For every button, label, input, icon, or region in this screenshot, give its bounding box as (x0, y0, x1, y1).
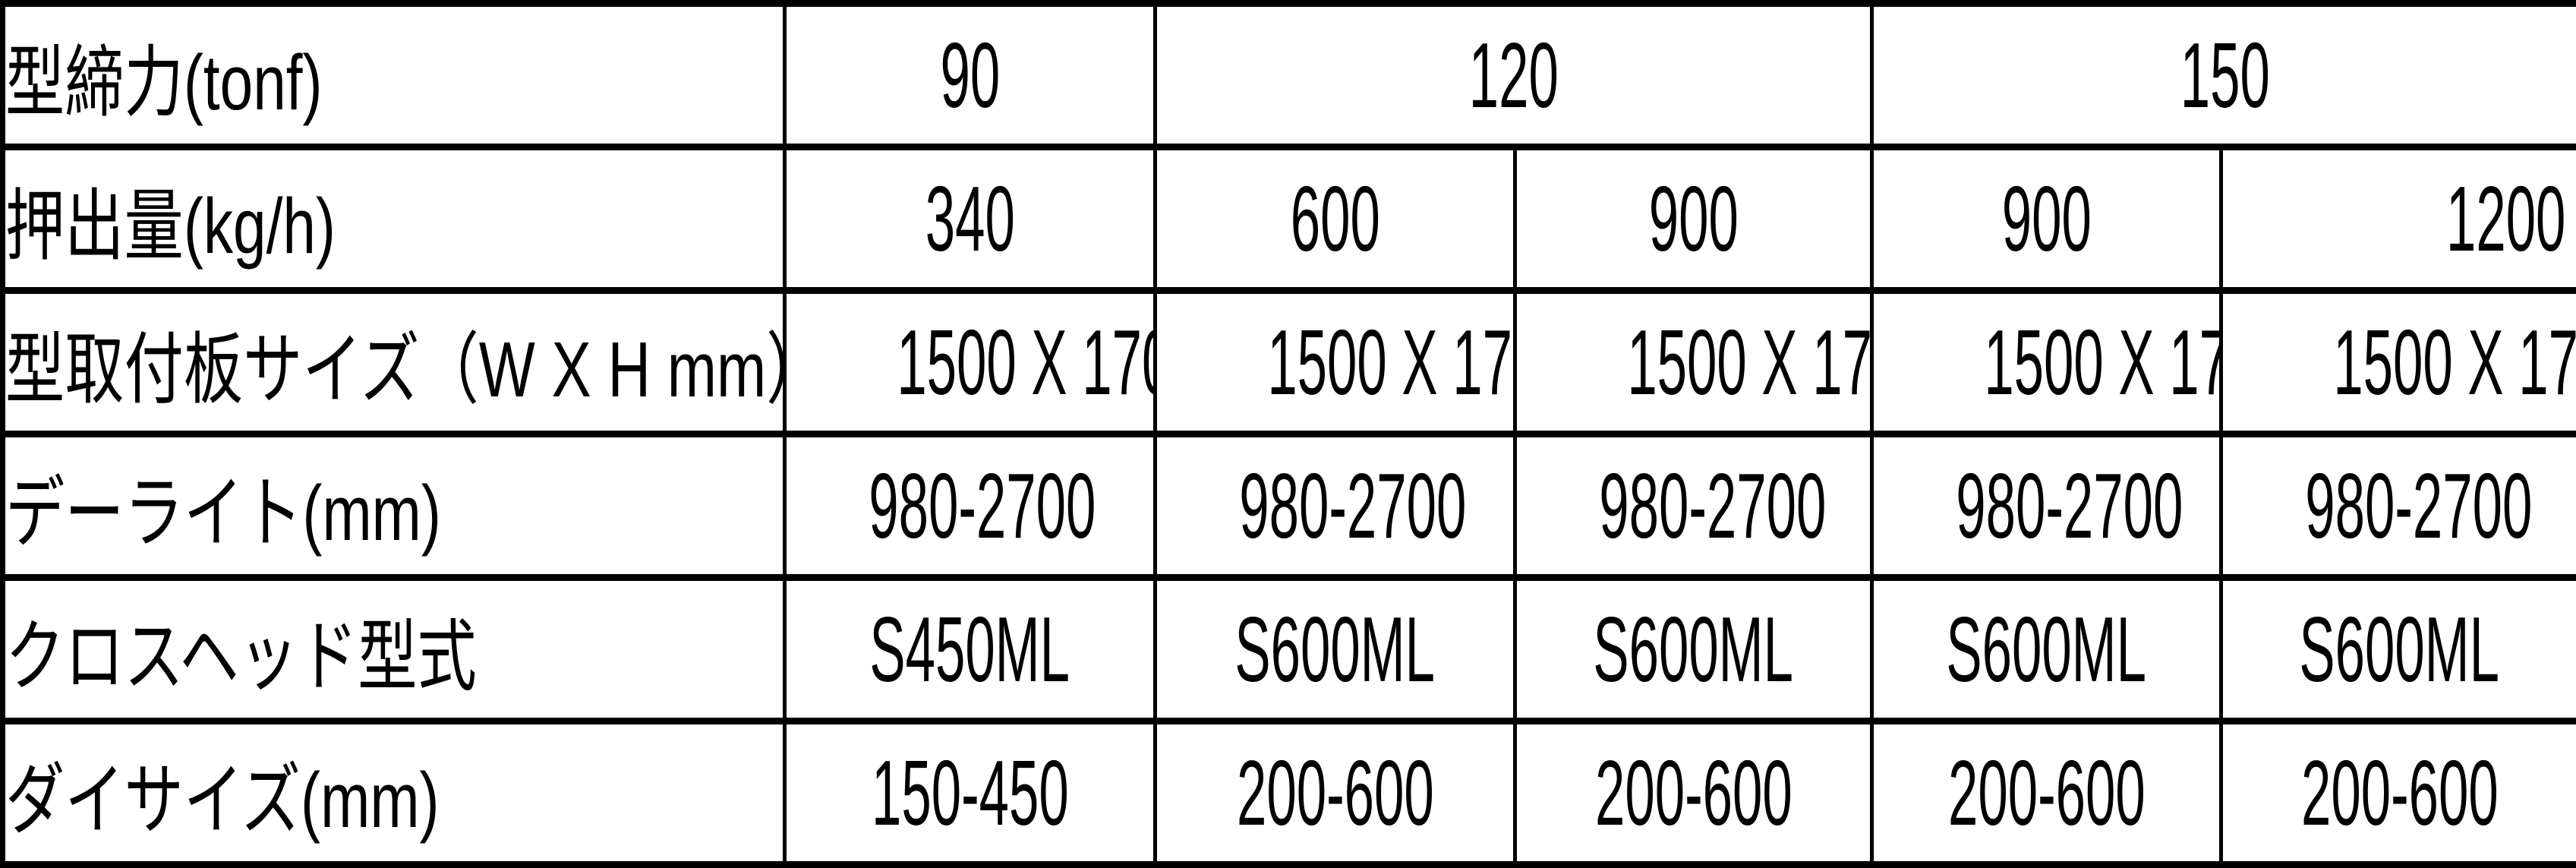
table-cell: 600 (1156, 147, 1515, 291)
row-label-text: クロスヘッド型式 (5, 593, 477, 706)
header-cell-120: 120 (1156, 4, 1872, 147)
row-label-daylight: デーライト(mm) (3, 434, 785, 578)
cell-value: 980-2700 (1239, 453, 1466, 559)
table-cell: 340 (785, 147, 1156, 291)
table-cell: 200-600 (1515, 721, 1872, 865)
header-value: 150 (2180, 22, 2269, 128)
table-cell: 980-2700 (1872, 434, 2221, 578)
table-cell: 1500 X 1700 (1515, 291, 1872, 434)
cell-value: S600ML (1594, 596, 1794, 702)
cell-value: S450ML (870, 596, 1070, 702)
cell-value: 900 (1648, 166, 1738, 272)
row-label-text: デーライト(mm) (5, 450, 441, 563)
cell-value: 980-2700 (1599, 453, 1826, 559)
row-label-extrusion-output: 押出量(kg/h) (3, 147, 785, 291)
table-row-daylight: デーライト(mm) 980-2700 980-2700 980-2700 980… (3, 434, 2576, 578)
table-cell: 980-2700 (2221, 434, 2576, 578)
table-cell: 150-450 (785, 721, 1156, 865)
table-cell: S600ML (1515, 578, 1872, 721)
header-value: 90 (940, 22, 1000, 128)
row-label-text: ダイサイズ(mm) (5, 737, 440, 850)
table-cell: 1200 (2221, 147, 2576, 291)
header-value: 120 (1468, 22, 1558, 128)
table-cell: S600ML (2221, 578, 2576, 721)
cell-value: 200-600 (1948, 740, 2146, 846)
table-cell: 200-600 (1156, 721, 1515, 865)
cell-value: 980-2700 (2305, 453, 2532, 559)
row-label-crosshead-model: クロスヘッド型式 (3, 578, 785, 721)
cell-value: S600ML (1947, 596, 2147, 702)
cell-value: 1500 X 1700 (897, 309, 1155, 415)
table-cell: 1500 X 1700 (1872, 291, 2221, 434)
row-label-text: 押出量(kg/h) (5, 163, 336, 276)
cell-value: 1500 X 1700 (2333, 309, 2576, 415)
row-label-die-size: ダイサイズ(mm) (3, 721, 785, 865)
table-cell: 900 (1515, 147, 1872, 291)
cell-value: 1500 X 1700 (1984, 309, 2221, 415)
table-cell: 200-600 (2221, 721, 2576, 865)
table-cell: S450ML (785, 578, 1156, 721)
table-cell: 980-2700 (1515, 434, 1872, 578)
cell-value: 340 (925, 166, 1014, 272)
row-label-text: 型締力(tonf) (5, 19, 323, 132)
cell-value: 600 (1290, 166, 1379, 272)
table-row-clamping-force: 型締力(tonf) 90 120 150 (3, 4, 2576, 147)
table-cell: 1500 X 1700 (785, 291, 1156, 434)
row-label-platen-size: 型取付板サイズ（W X H mm） (3, 291, 785, 434)
table-row-die-size: ダイサイズ(mm) 150-450 200-600 200-600 200-60… (3, 721, 2576, 865)
table-cell: S600ML (1872, 578, 2221, 721)
table-cell: 980-2700 (785, 434, 1156, 578)
table-row-crosshead-model: クロスヘッド型式 S450ML S600ML S600ML S600ML S60… (3, 578, 2576, 721)
table-cell: 1500 X 1700 (2221, 291, 2576, 434)
cell-value: 900 (2001, 166, 2091, 272)
row-label-clamping-force: 型締力(tonf) (3, 4, 785, 147)
header-cell-150: 150 (1872, 4, 2576, 147)
table-cell: 900 (1872, 147, 2221, 291)
cell-value: S600ML (1235, 596, 1436, 702)
header-cell-90: 90 (785, 4, 1156, 147)
cell-value: 1500 X 1700 (1627, 309, 1871, 415)
cell-value: 1200 (2446, 166, 2565, 272)
cell-value: 150-450 (872, 740, 1069, 846)
table-row-extrusion-output: 押出量(kg/h) 340 600 900 900 1200 (3, 147, 2576, 291)
cell-value: 200-600 (1595, 740, 1792, 846)
cell-value: 980-2700 (1956, 453, 2183, 559)
cell-value: S600ML (2300, 596, 2500, 702)
table-cell: 200-600 (1872, 721, 2221, 865)
cell-value: 200-600 (2301, 740, 2499, 846)
table-cell: 980-2700 (1156, 434, 1515, 578)
table-cell: S600ML (1156, 578, 1515, 721)
table-row-platen-size: 型取付板サイズ（W X H mm） 1500 X 1700 1500 X 170… (3, 291, 2576, 434)
cell-value: 1500 X 1700 (1267, 309, 1515, 415)
cell-value: 980-2700 (869, 453, 1096, 559)
table-cell: 1500 X 1700 (1156, 291, 1515, 434)
row-label-text: 型取付板サイズ（W X H mm） (5, 306, 785, 419)
cell-value: 200-600 (1237, 740, 1434, 846)
